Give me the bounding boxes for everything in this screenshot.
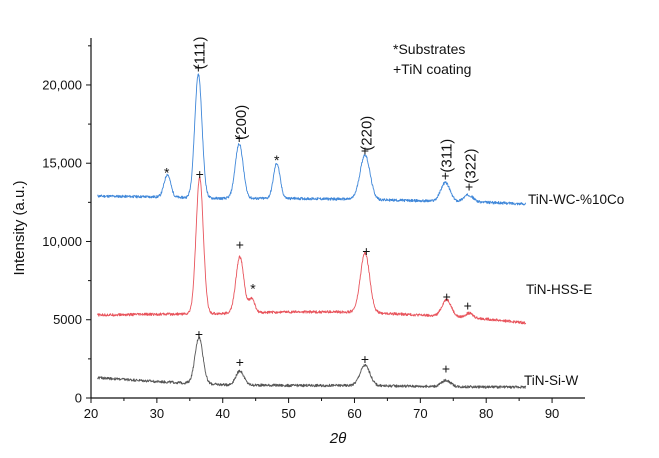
annotations: (111)(200) (220)(311) (322)++**+++++*+++++… <box>164 37 480 377</box>
tin-marker: + <box>361 143 369 159</box>
y-tick-label: 0 <box>75 391 82 406</box>
peak-label: (220) <box>359 116 376 151</box>
tin-marker: + <box>236 237 244 253</box>
axes <box>90 38 585 399</box>
series-label-tin-hss-e: TiN-HSS-E <box>526 282 592 297</box>
peak-label: (200) <box>233 105 250 140</box>
substrate-marker: * <box>250 280 256 296</box>
tin-marker: + <box>194 60 202 76</box>
tin-marker: + <box>442 360 450 376</box>
axis-ticks: 20 30 40 50 60 70 80 90 0 5000 10,000 15,000 20,000 <box>42 45 559 421</box>
tin-marker: + <box>361 351 369 367</box>
y-tick-label: 15,000 <box>42 156 82 171</box>
peak-label: (322) <box>463 149 480 184</box>
series-line-0 <box>97 73 527 206</box>
x-tick-label: 50 <box>281 406 295 421</box>
tin-marker: + <box>464 298 472 314</box>
x-tick-label: 80 <box>479 406 493 421</box>
tin-marker: + <box>195 326 203 342</box>
x-axis-title: 2θ <box>329 430 346 447</box>
series-label-tin-wc-co: TiN-WC-%10Co <box>528 192 624 207</box>
series-line-1 <box>97 176 527 325</box>
peak-label: (311) <box>438 139 455 173</box>
substrate-marker: * <box>164 165 170 181</box>
x-tick-label: 90 <box>545 406 559 421</box>
tin-marker: + <box>236 354 244 370</box>
legend-tin-coating: +TiN coating <box>393 61 471 77</box>
y-tick-label: 10,000 <box>42 234 82 249</box>
tin-marker: + <box>235 130 243 146</box>
tin-marker: + <box>465 179 473 195</box>
series-line-2 <box>97 336 527 389</box>
tin-marker: + <box>441 168 449 184</box>
y-tick-label: 5000 <box>53 312 82 327</box>
tin-marker: + <box>443 288 451 304</box>
series-lines <box>97 73 527 389</box>
x-tick-label: 40 <box>215 406 229 421</box>
legend-substrates: *Substrates <box>393 41 465 57</box>
y-tick-label: 20,000 <box>42 77 82 92</box>
x-tick-label: 30 <box>150 406 164 421</box>
substrate-marker: * <box>274 152 280 168</box>
x-tick-label: 70 <box>413 406 427 421</box>
y-axis-title: Intensity (a.u.) <box>11 180 28 275</box>
series-label-tin-si-w: TiN-Si-W <box>524 373 578 388</box>
tin-marker: + <box>362 243 370 259</box>
peak-label: (111) <box>191 37 208 70</box>
tin-marker: + <box>196 166 204 182</box>
x-tick-label: 60 <box>347 406 361 421</box>
x-tick-label: 20 <box>84 406 98 421</box>
